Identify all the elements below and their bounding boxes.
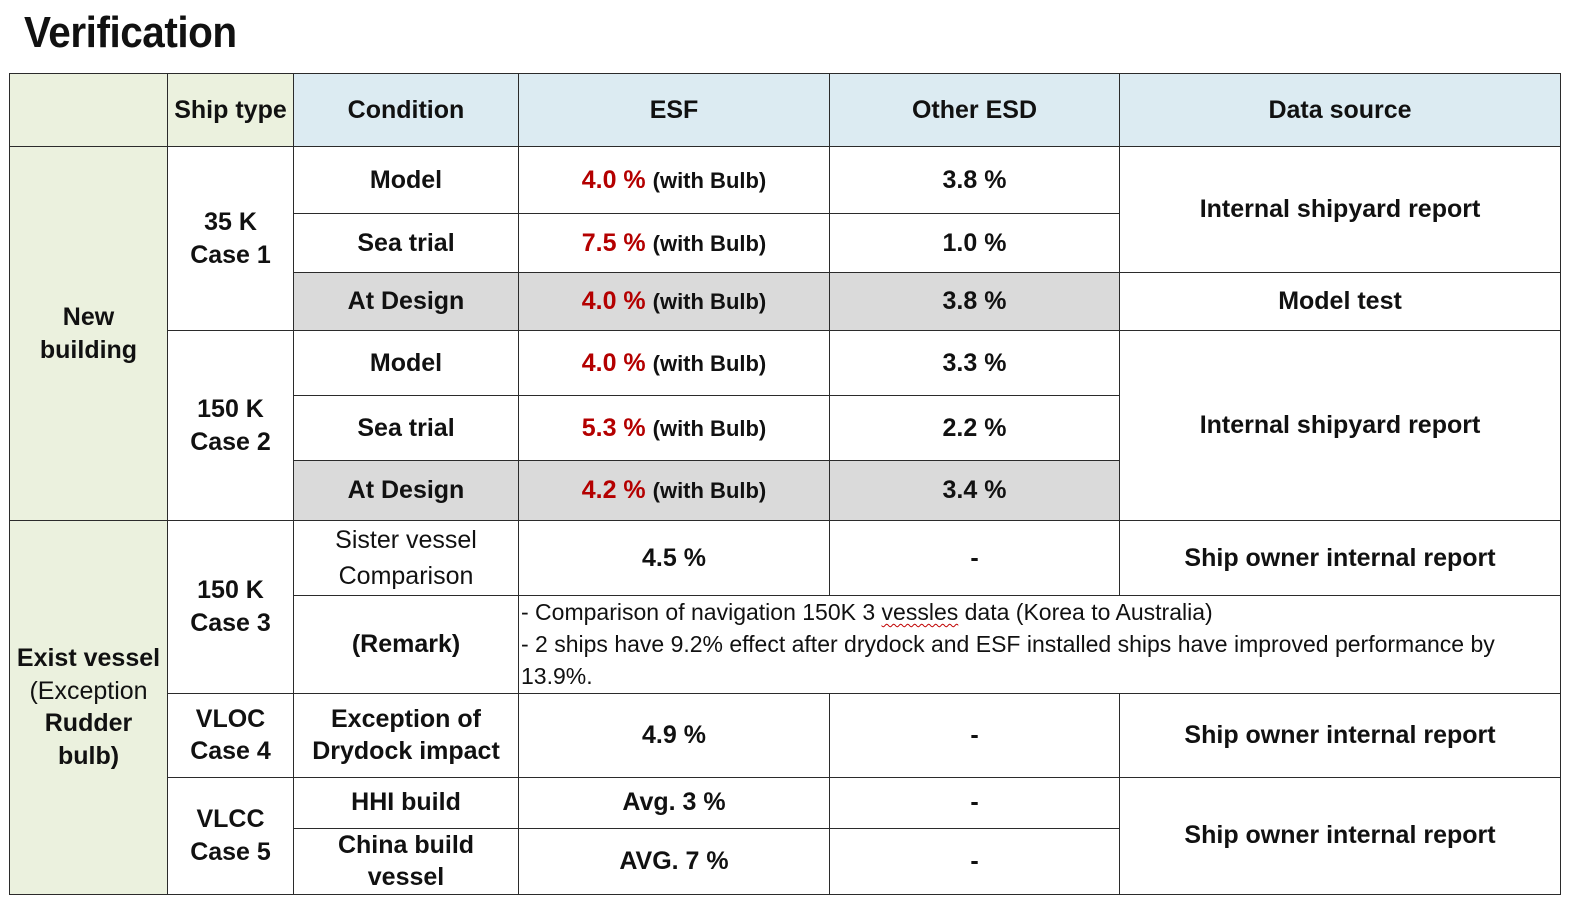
esf-cell: 4.0 % (with Bulb) <box>518 146 830 214</box>
header-other-esd: Other ESD <box>829 73 1120 147</box>
table-row: VLOC Case 4 Exception of Drydock impact … <box>10 692 1561 778</box>
table-row: At Design 4.0 % (with Bulb) 3.8 % Model … <box>10 272 1561 331</box>
esf-cell: 7.5 % (with Bulb) <box>518 213 830 273</box>
condition-cell: At Design <box>293 460 519 521</box>
esf-cell: Avg. 3 % <box>518 776 830 829</box>
condition-cell: Sea trial <box>293 395 519 461</box>
header-esf: ESF <box>518 73 830 147</box>
esf-cell: AVG. 7 % <box>518 827 830 895</box>
other-esd-cell: - <box>829 776 1120 829</box>
table-row: Exist vessel (Exception Rudder bulb) 150… <box>9 520 1561 895</box>
remark-cell: - Comparison of navigation 150K 3 vessle… <box>518 595 1561 694</box>
condition-cell: At Design <box>293 272 519 331</box>
condition-cell: Exception of Drydock impact <box>293 692 519 778</box>
other-esd-cell: 3.4 % <box>829 460 1120 521</box>
esf-cell: 4.5 % <box>518 520 830 596</box>
ship-type-case1: 35 K Case 1 <box>167 146 294 331</box>
data-source-cell: Ship owner internal report <box>1119 692 1561 778</box>
table-row: At Design 4.2 % (with Bulb) 3.4 % <box>10 460 1561 521</box>
condition-cell: Model <box>293 146 519 214</box>
ship-type-case4: VLOC Case 4 <box>167 692 294 778</box>
other-esd-cell: 3.8 % <box>829 272 1120 331</box>
spelling-error-word: vessles <box>881 599 959 625</box>
page-title: Verification <box>24 8 237 57</box>
category-new-building: New building <box>9 146 168 521</box>
data-source-cell: Ship owner internal report <box>1119 520 1561 596</box>
header-condition: Condition <box>293 73 519 147</box>
table-row: (Remark) - Comparison of navigation 150K… <box>10 595 1561 694</box>
ship-type-case5: VLCC Case 5 <box>167 776 294 895</box>
esf-cell: 4.0 % (with Bulb) <box>518 272 830 331</box>
other-esd-cell: 3.8 % <box>829 146 1120 214</box>
condition-cell: HHI build <box>293 776 519 829</box>
condition-cell: Sea trial <box>293 213 519 273</box>
verification-table: Ship type Condition ESF Other ESD Data s… <box>9 73 1561 895</box>
esf-cell: 4.9 % <box>518 692 830 778</box>
table-row: VLCC Case 5 HHI build Avg. 3 % - Ship ow… <box>10 776 1561 895</box>
data-source-cell: Ship owner internal report <box>1119 776 1561 895</box>
header-blank <box>9 73 168 147</box>
ship-type-case3: 150 K Case 3 <box>167 520 294 694</box>
other-esd-cell: 1.0 % <box>829 213 1120 273</box>
header-ship-type: Ship type <box>167 73 294 147</box>
table-row: Sea trial 7.5 % (with Bulb) 1.0 % <box>10 213 1561 273</box>
data-source-cell: Internal shipyard report <box>1119 330 1561 521</box>
category-exist-vessel: Exist vessel (Exception Rudder bulb) <box>9 520 168 895</box>
data-source-cell: Model test <box>1119 272 1561 331</box>
other-esd-cell: - <box>829 827 1120 895</box>
table-row: New building 35 K Case 1 Model 4.0 % (wi… <box>9 146 1561 521</box>
table-row: China build vessel AVG. 7 % - <box>10 827 1561 895</box>
other-esd-cell: 3.3 % <box>829 330 1120 396</box>
header-row: Ship type Condition ESF Other ESD Data s… <box>9 73 1561 147</box>
esf-cell: 5.3 % (with Bulb) <box>518 395 830 461</box>
condition-cell: Sister vessel Comparison <box>293 520 519 596</box>
esf-cell: 4.2 % (with Bulb) <box>518 460 830 521</box>
condition-cell: Model <box>293 330 519 396</box>
condition-cell: China build vessel <box>293 827 519 895</box>
table-row: 150 K Case 2 Model 4.0 % (with Bulb) 3.3… <box>10 330 1561 521</box>
ship-type-case2: 150 K Case 2 <box>167 330 294 521</box>
other-esd-cell: - <box>829 692 1120 778</box>
condition-cell: (Remark) <box>293 595 519 694</box>
other-esd-cell: 2.2 % <box>829 395 1120 461</box>
other-esd-cell: - <box>829 520 1120 596</box>
esf-cell: 4.0 % (with Bulb) <box>518 330 830 396</box>
header-data-source: Data source <box>1119 73 1561 147</box>
data-source-cell: Internal shipyard report <box>1119 146 1561 273</box>
